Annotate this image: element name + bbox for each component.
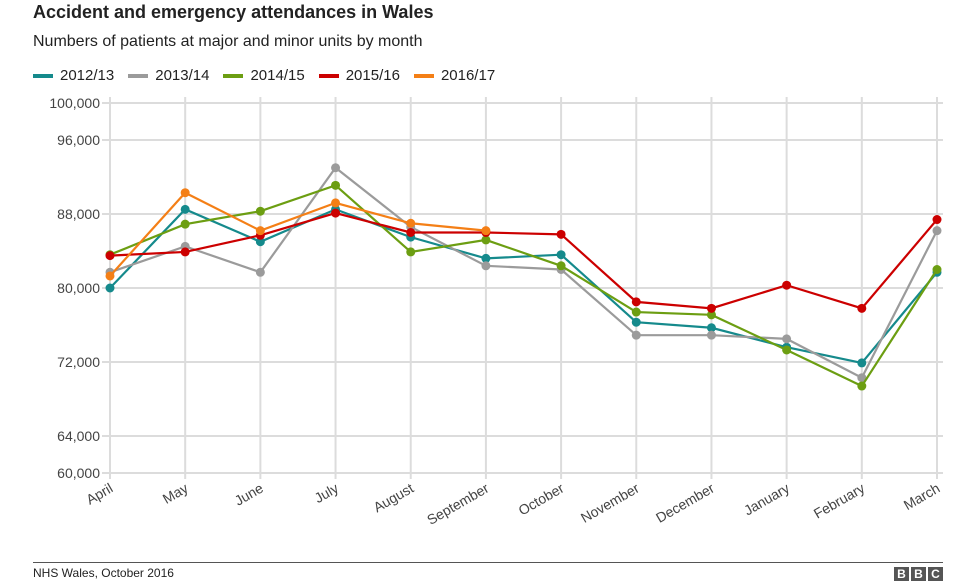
legend: 2012/13 2013/14 2014/15 2015/16 2016/17 [33,67,495,84]
data-point [406,218,416,228]
y-tick-label: 80,000 [57,280,100,296]
data-point [255,237,265,247]
data-point [481,235,491,245]
data-point [105,283,115,293]
data-point [481,253,491,263]
legend-item: 2013/14 [128,67,209,84]
legend-label: 2015/16 [345,67,400,84]
legend-swatch [223,73,244,78]
data-point [331,180,341,190]
data-point [406,228,416,237]
data-point [782,334,792,344]
data-point [932,226,942,236]
data-point [782,280,792,290]
x-tick-label: September [424,480,492,528]
series-line-2012/13 [109,208,938,365]
data-point [180,247,190,257]
x-tick-label: May [160,480,191,507]
x-tick-label: August [370,480,416,516]
data-point [556,261,566,271]
data-point [481,261,491,271]
data-point [857,381,867,391]
legend-item: 2012/13 [33,67,114,84]
source-note: NHS Wales, October 2016 [33,566,174,580]
data-point [331,198,341,208]
data-point [180,188,190,198]
y-tick-label: 96,000 [57,132,100,148]
data-point [331,163,341,173]
legend-label: 2013/14 [155,67,210,84]
chart-subtitle: Numbers of patients at major and minor u… [33,33,423,50]
y-tick-label: 88,000 [57,206,100,222]
data-point [932,215,942,225]
data-point [932,265,942,274]
series-line-2016/17 [109,191,487,277]
y-tick-label: 100,000 [49,95,100,111]
legend-swatch [128,73,149,78]
legend-swatch [413,73,434,78]
data-point [481,226,491,236]
data-point [556,229,566,239]
chart-title: Accident and emergency attendances in Wa… [33,2,434,22]
data-point [706,330,716,340]
legend-label: 2016/17 [440,67,496,84]
data-point [782,345,792,355]
footer-divider [33,562,943,563]
y-tick-label: 64,000 [57,428,100,444]
data-point [857,303,867,313]
data-point [706,310,716,320]
data-point [105,251,115,261]
x-tick-label: July [311,480,341,506]
data-point [105,271,115,281]
data-point [857,373,867,383]
legend-swatch [33,73,53,78]
data-point [706,323,716,333]
legend-item: 2015/16 [318,67,400,84]
x-tick-label: February [811,480,868,522]
data-point [857,358,867,368]
x-tick-label: October [515,480,566,519]
data-point [631,307,641,317]
data-point [631,330,641,340]
y-tick-label: 72,000 [57,354,100,370]
data-point [255,226,265,236]
legend-item: 2016/17 [413,67,496,84]
data-point [255,206,265,216]
x-tick-label: January [741,480,792,519]
series-line-2013/14 [109,166,938,380]
data-point [406,247,416,257]
y-tick-label: 60,000 [57,465,100,481]
data-point [706,303,716,313]
data-point [556,250,566,260]
data-point [631,297,641,307]
data-point [331,208,341,218]
x-tick-label: June [232,480,266,509]
series-line-2014/15 [109,184,938,388]
line-chart: 100,000 96,000 88,000 80,000 72,000 64,000 60,… [49,95,943,528]
data-point [631,317,641,327]
data-point [180,204,190,214]
x-tick-label: November [578,480,642,526]
legend-label: 2014/15 [250,67,305,84]
data-point [180,219,190,229]
legend-item: 2014/15 [223,67,305,84]
legend-swatch [318,73,339,78]
x-tick-label: March [901,480,943,513]
legend-label: 2012/13 [60,67,115,84]
data-point [255,267,265,277]
series-line-2015/16 [109,211,938,310]
x-tick-label: April [83,480,115,508]
x-tick-label: December [653,480,717,526]
